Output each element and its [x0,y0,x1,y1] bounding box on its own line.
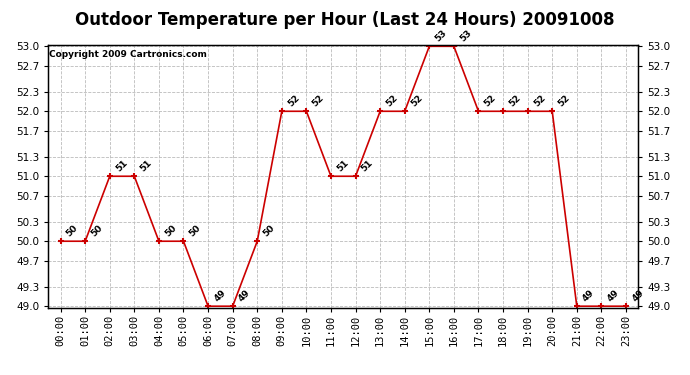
Text: 51: 51 [359,158,375,174]
Text: 50: 50 [65,224,80,238]
Text: 49: 49 [213,288,228,303]
Text: 50: 50 [89,224,104,238]
Text: 51: 51 [114,158,129,174]
Text: 49: 49 [581,288,596,303]
Text: 52: 52 [310,93,326,108]
Text: 52: 52 [507,93,522,108]
Text: 50: 50 [262,224,277,238]
Text: 53: 53 [458,28,473,44]
Text: 52: 52 [482,93,498,108]
Text: 49: 49 [630,288,646,303]
Text: 52: 52 [384,93,400,108]
Text: 52: 52 [286,93,302,108]
Text: 49: 49 [606,288,621,303]
Text: 49: 49 [237,288,253,303]
Text: 52: 52 [409,93,424,108]
Text: 50: 50 [163,224,178,238]
Text: 50: 50 [188,224,203,238]
Text: Copyright 2009 Cartronics.com: Copyright 2009 Cartronics.com [50,50,208,59]
Text: 51: 51 [139,158,154,174]
Text: 52: 52 [532,93,547,108]
Text: Outdoor Temperature per Hour (Last 24 Hours) 20091008: Outdoor Temperature per Hour (Last 24 Ho… [75,11,615,29]
Text: 51: 51 [335,158,351,174]
Text: 52: 52 [556,93,571,108]
Text: 53: 53 [433,28,448,44]
